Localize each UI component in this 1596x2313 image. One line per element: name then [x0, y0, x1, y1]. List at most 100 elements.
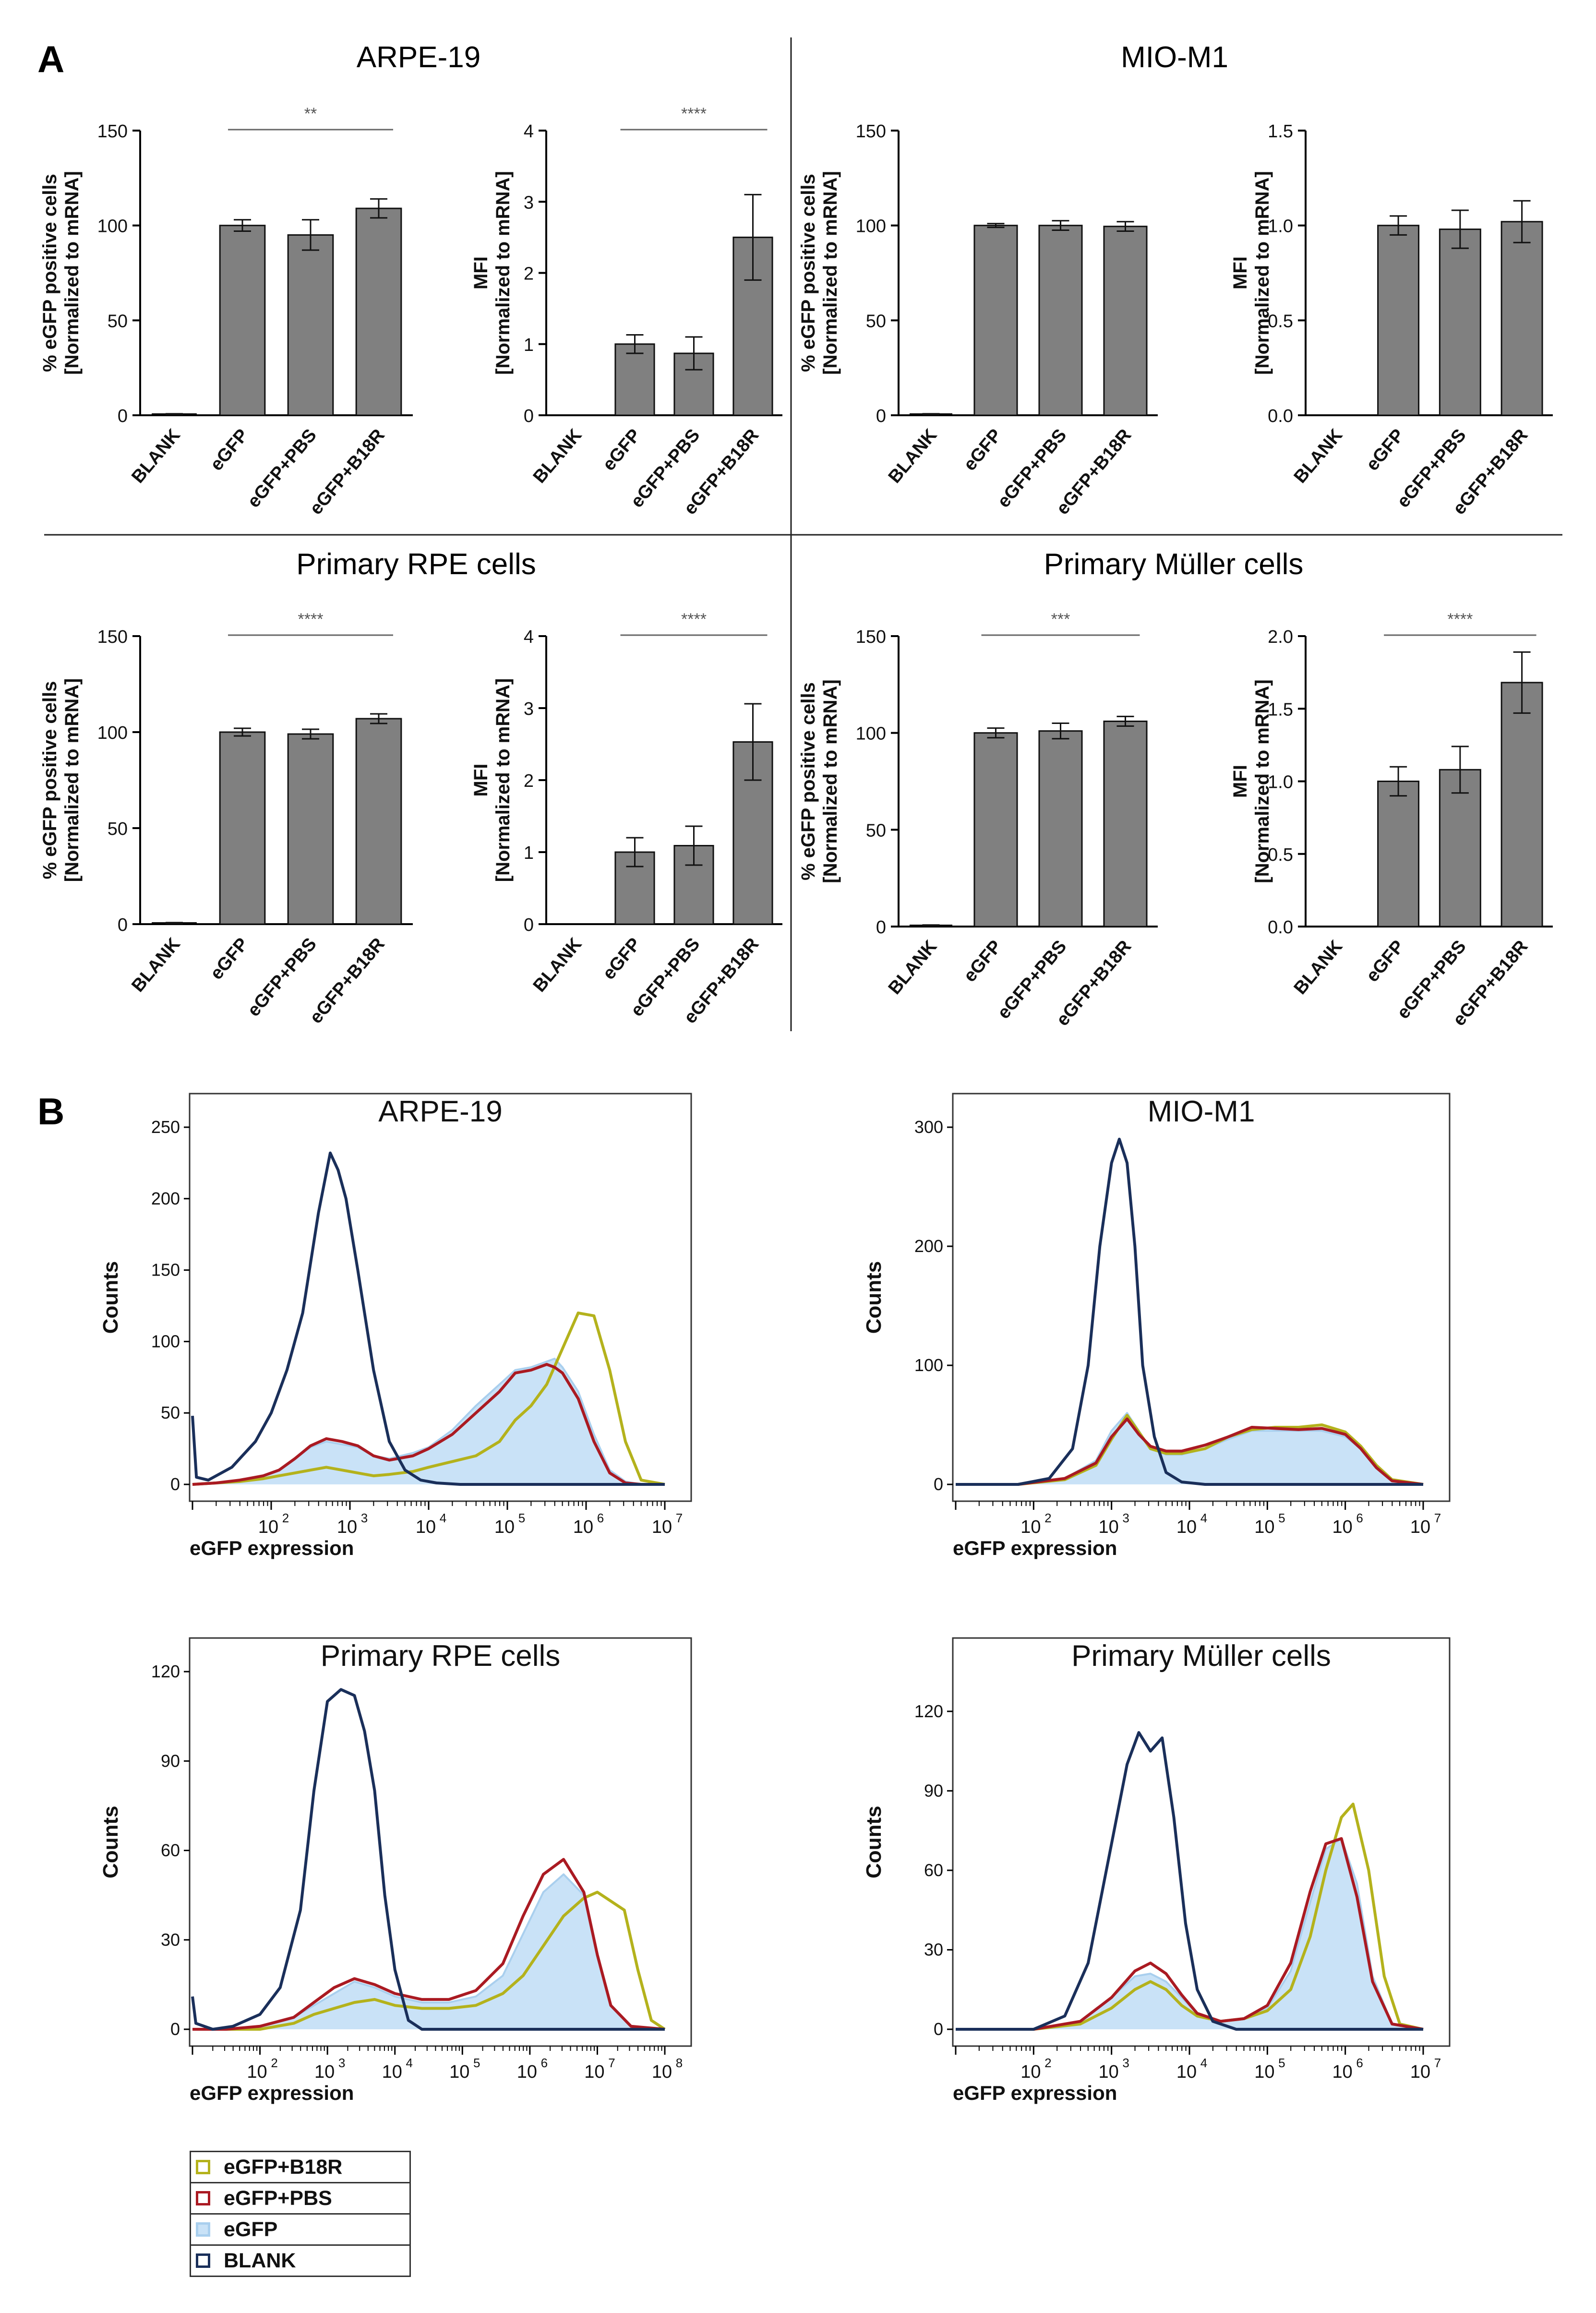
- bar-b18r: [355, 207, 402, 416]
- x-tick-label: 10: [1254, 1517, 1274, 1537]
- x-tick-exponent: 5: [1278, 2056, 1285, 2070]
- panel-b-label: B: [37, 1090, 64, 1132]
- bar-egfp: [973, 732, 1018, 928]
- plot-frame: [952, 1093, 1451, 1502]
- x-tick-label: BLANK: [128, 934, 184, 996]
- legend-swatch-b18r: [196, 2160, 210, 2174]
- x-axis-label: eGFP expression: [953, 2082, 1117, 2104]
- significance-label: **: [304, 105, 317, 123]
- x-tick-label: 10: [652, 1517, 672, 1537]
- y-tick-label: 1.5: [1268, 121, 1293, 142]
- y-tick-label: 60: [161, 1841, 180, 1860]
- bar-egfp: [973, 225, 1018, 416]
- x-tick-exponent: 4: [1200, 1511, 1207, 1525]
- x-tick-exponent: 7: [676, 1511, 683, 1525]
- y-tick-label: 50: [108, 819, 128, 839]
- x-tick-exponent: 7: [1434, 2056, 1441, 2070]
- series-egfp-fill: [956, 1838, 1423, 2029]
- x-tick-label: eGFP: [960, 425, 1006, 475]
- y-tick-label: 1: [524, 335, 534, 355]
- legend-label-b18r: eGFP+B18R: [224, 2155, 343, 2179]
- y-axis-label: MFI: [1230, 765, 1251, 798]
- y-tick-label: 0: [524, 406, 534, 426]
- y-axis-label: Counts: [862, 1806, 886, 1879]
- y-tick-label: 0: [876, 406, 886, 426]
- bar-pbs: [287, 733, 334, 925]
- y-tick-label: 120: [914, 1701, 943, 1721]
- x-tick-label: 10: [247, 2062, 267, 2082]
- y-tick-label: 3: [524, 193, 534, 213]
- bar-egfp: [614, 851, 655, 925]
- significance-label: ***: [1051, 610, 1070, 628]
- legend-item-pbs: eGFP+PBS: [191, 2183, 409, 2215]
- legend-label-blank: BLANK: [224, 2249, 296, 2272]
- x-tick-label: 10: [573, 1517, 593, 1537]
- y-tick-label: 200: [151, 1189, 180, 1208]
- histogram-title: Primary RPE cells: [321, 1639, 561, 1673]
- bar-b18r: [1103, 226, 1148, 416]
- series-blank-line: [191, 1688, 665, 2031]
- y-tick-label: 50: [108, 311, 128, 331]
- y-tick-label: 150: [151, 1260, 180, 1280]
- x-tick-label: BLANK: [128, 425, 184, 487]
- x-tick-label: 10: [1020, 2062, 1041, 2082]
- y-tick-label: 60: [924, 1860, 943, 1880]
- bar-chart-3: 0 50 100 150 % eGFP positive cells [Normalize…: [798, 121, 1158, 518]
- y-tick-label: 4: [524, 121, 534, 142]
- y-tick-label: 2.0: [1268, 627, 1293, 647]
- x-tick-exponent: 8: [676, 2056, 683, 2070]
- x-tick-exponent: 2: [282, 1511, 289, 1525]
- series-pbs-line: [956, 1417, 1424, 1486]
- y-tick-label: 30: [161, 1930, 180, 1950]
- series-pbs-line: [192, 1858, 665, 2031]
- y-tick-label: 90: [161, 1751, 180, 1771]
- x-tick-label: 10: [1176, 1517, 1197, 1537]
- x-tick-label: 10: [337, 1517, 357, 1537]
- series-pbs-line: [956, 1837, 1424, 2031]
- y-tick-label: 100: [97, 217, 128, 237]
- bar-pbs: [673, 845, 714, 925]
- y-axis-label: % eGFP positive cells: [39, 174, 60, 372]
- x-tick-label: 10: [494, 1517, 515, 1537]
- y-tick-label: 1.0: [1268, 772, 1293, 793]
- x-tick-exponent: 6: [541, 2056, 548, 2070]
- plot-frame: [952, 1637, 1451, 2047]
- y-tick-label: 150: [856, 121, 886, 142]
- x-tick-exponent: 5: [518, 1511, 525, 1525]
- y-axis-label: Counts: [99, 1806, 122, 1879]
- series-blank-line: [956, 1731, 1423, 2031]
- x-tick-label: 10: [1176, 2062, 1197, 2082]
- x-tick-label: 10: [416, 1517, 436, 1537]
- y-axis-label-units: [Normalized to mRNA]: [820, 679, 841, 883]
- histogram-title: ARPE-19: [378, 1095, 502, 1128]
- group-title-arpe19: ARPE-19: [357, 41, 480, 74]
- x-tick-label: 10: [382, 2062, 402, 2082]
- x-tick-label: 10: [1099, 1517, 1119, 1537]
- group-title-miom1: MIO-M1: [1121, 41, 1228, 74]
- y-tick-label: 150: [856, 627, 886, 647]
- x-tick-exponent: 2: [271, 2056, 277, 2070]
- x-tick-exponent: 7: [608, 2056, 615, 2070]
- x-tick-exponent: 7: [1434, 1511, 1441, 1525]
- bar-b18r: [1103, 720, 1148, 928]
- y-tick-label: 2: [524, 264, 534, 284]
- significance-label: ****: [298, 610, 324, 628]
- legend-swatch-pbs: [196, 2191, 210, 2205]
- x-axis-label: eGFP expression: [953, 1537, 1117, 1559]
- bar-egfp: [614, 343, 655, 416]
- x-tick-label: eGFP: [960, 937, 1006, 986]
- y-axis-label: % eGFP positive cells: [798, 682, 819, 880]
- x-tick-label: BLANK: [529, 934, 586, 996]
- y-tick-label: 3: [524, 699, 534, 719]
- y-axis-label-units: [Normalized to mRNA]: [61, 171, 83, 374]
- y-tick-label: 0.5: [1268, 845, 1293, 865]
- bar-pbs: [1038, 730, 1083, 928]
- series-blank-line: [191, 1151, 665, 1486]
- y-tick-label: 300: [914, 1117, 943, 1137]
- group-title-primary-muller: Primary Müller cells: [1044, 548, 1304, 581]
